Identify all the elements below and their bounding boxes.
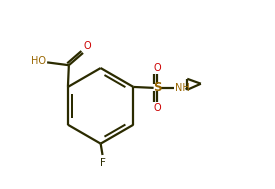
- Text: S: S: [153, 81, 161, 94]
- Text: F: F: [100, 158, 106, 168]
- Text: O: O: [153, 63, 161, 73]
- Text: O: O: [84, 41, 92, 51]
- Text: HO: HO: [31, 57, 46, 66]
- Text: NH: NH: [175, 83, 190, 93]
- Text: O: O: [153, 103, 161, 113]
